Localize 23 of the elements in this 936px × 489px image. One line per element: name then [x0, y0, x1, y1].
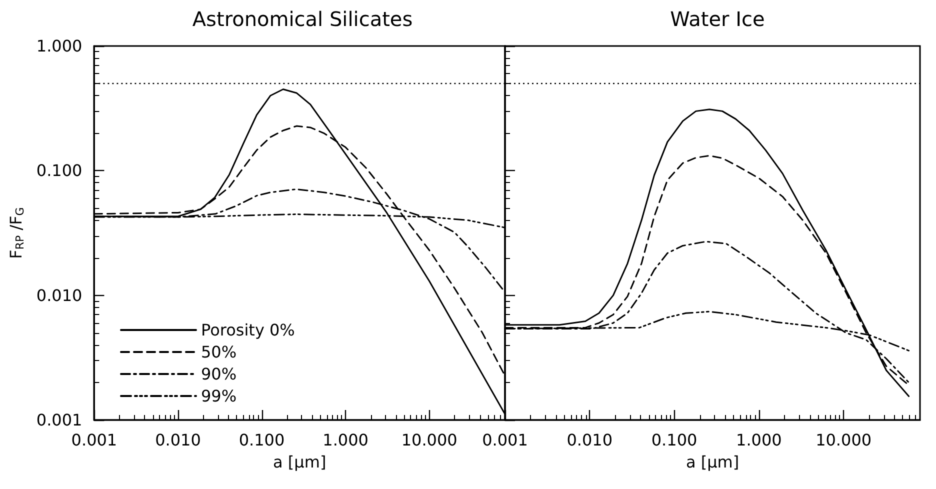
x-tick-label: 1.000	[322, 430, 368, 450]
legend-label: 50%	[201, 342, 237, 362]
x-tick-label: 0.100	[238, 430, 285, 450]
x-tick-label: 0.001	[71, 430, 118, 450]
legend-label: 99%	[201, 386, 237, 406]
y-tick-label: 1.000	[36, 36, 82, 56]
x-tick-label: 0.100	[651, 430, 698, 450]
chart-title: Astronomical Silicates	[192, 7, 413, 31]
x-tick-label: 0.010	[566, 430, 613, 450]
x-tick-label: 10.000	[816, 430, 872, 450]
x-axis-title: a [μm]	[273, 452, 326, 472]
y-tick-label: 0.010	[36, 286, 82, 305]
x-tick-label: 0.001	[482, 430, 528, 450]
y-axis-title: FRP /FG	[6, 207, 26, 259]
y-tick-label: 0.001	[36, 410, 82, 430]
x-axis-title: a [μm]	[686, 452, 740, 472]
chart-title: Water Ice	[670, 7, 765, 31]
x-tick-label: 1.000	[736, 430, 782, 450]
legend-label: Porosity 0%	[201, 320, 295, 340]
legend-label: 90%	[201, 364, 237, 384]
x-tick-label: 10.000	[401, 430, 458, 450]
y-tick-label: 0.100	[36, 161, 82, 180]
x-tick-label: 0.010	[155, 430, 201, 450]
